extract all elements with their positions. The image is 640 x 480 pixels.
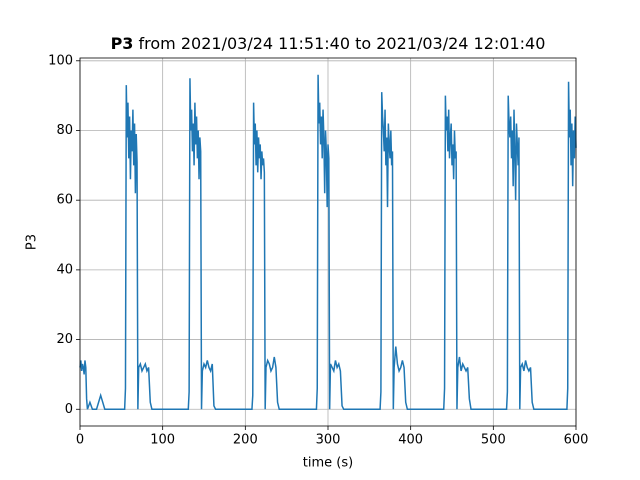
title-bold: P3	[111, 34, 134, 53]
y-tick-label: 20	[56, 332, 73, 347]
chart-title: P3 from 2021/03/24 11:51:40 to 2021/03/2…	[111, 34, 546, 53]
x-tick-label: 0	[76, 433, 84, 448]
title-rest: from 2021/03/24 11:51:40 to 2021/03/24 1…	[139, 34, 546, 53]
y-tick-label: 0	[65, 402, 73, 417]
x-tick-label: 300	[316, 433, 341, 448]
x-tick-label: 200	[233, 433, 258, 448]
x-tick-label: 500	[481, 433, 506, 448]
plot-frame	[79, 57, 577, 427]
x-tick-label: 600	[564, 433, 589, 448]
y-tick-label: 60	[56, 193, 73, 208]
line-series	[79, 74, 577, 411]
y-tick-label: 100	[48, 53, 73, 68]
x-axis-label: time (s)	[303, 456, 353, 471]
x-tick-label: 400	[398, 433, 423, 448]
x-tick-label: 100	[150, 433, 175, 448]
y-axis-label: P3	[25, 234, 40, 250]
y-tick-label: 80	[56, 123, 73, 138]
y-tick-label: 40	[56, 262, 73, 277]
